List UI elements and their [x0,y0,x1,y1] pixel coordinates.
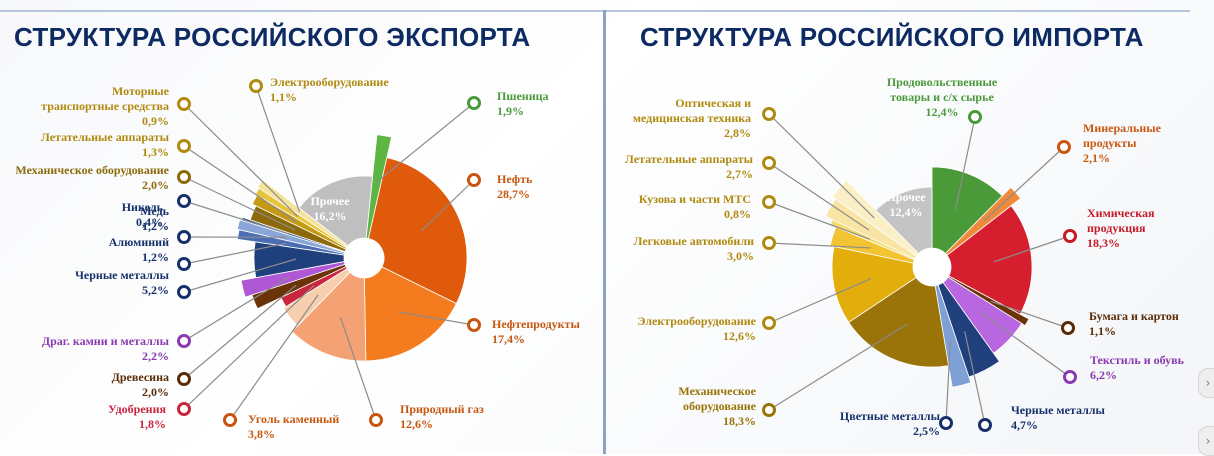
scroll-right-button[interactable]: › [1198,368,1214,398]
scroll-right-button-2[interactable]: › [1198,426,1214,456]
label-marker [179,374,190,385]
label-marker [179,287,190,298]
leader-line [184,277,289,341]
label-marker [469,320,480,331]
leader-line [184,285,296,379]
label-marker [179,196,190,207]
label-marker [764,197,775,208]
leader-line [769,114,874,218]
label-marker [179,404,190,415]
pie-center-hole [344,238,384,278]
label-marker [179,336,190,347]
label-marker [179,172,190,183]
label-marker [179,259,190,270]
label-marker [764,238,775,249]
label-marker [1063,323,1074,334]
label-marker [764,318,775,329]
leader-line [184,285,314,409]
label-marker [941,418,952,429]
leader-line [769,324,907,410]
leader-line [184,104,298,217]
label-marker [251,81,262,92]
label-marker [371,415,382,426]
leader-line [230,295,318,420]
label-marker [764,405,775,416]
label-marker [469,98,480,109]
label-marker [469,175,480,186]
label-marker [764,109,775,120]
label-marker [1065,372,1076,383]
pie-center-hole [913,248,951,286]
label-marker [1059,142,1070,153]
leader-line [184,146,296,222]
leader-line [377,103,474,182]
label-marker [225,415,236,426]
label-marker [764,158,775,169]
label-marker [179,232,190,243]
leader-line [984,147,1064,221]
label-marker [179,99,190,110]
label-marker [970,112,981,123]
label-marker [1065,231,1076,242]
label-marker [179,141,190,152]
label-marker [980,420,991,431]
